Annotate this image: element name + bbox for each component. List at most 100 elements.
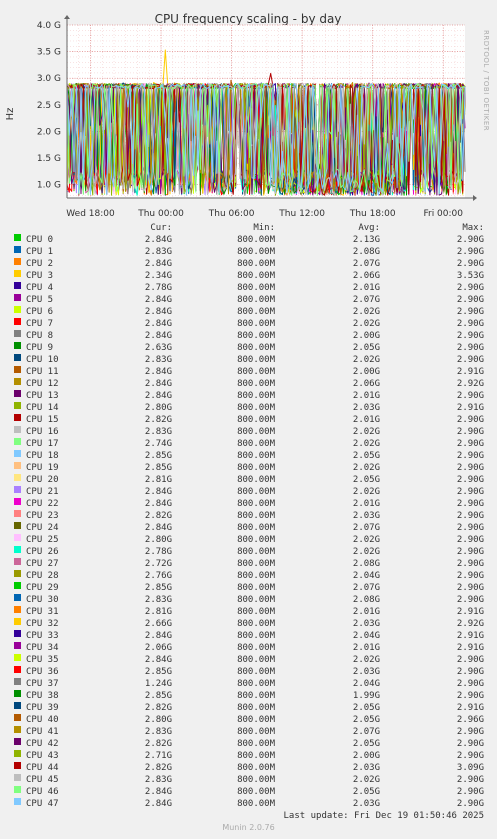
y-tick-label: 1.5 G [37,154,61,164]
legend-cur: 2.82G [144,739,172,749]
legend-max: 2.91G [456,703,484,713]
legend-min: 800.00M [237,487,275,497]
legend-series-name: CPU 16 [26,427,59,437]
legend-avg: 2.02G [352,463,380,473]
legend-avg: 2.01G [352,643,380,653]
legend-min: 800.00M [237,511,275,521]
legend-max: 2.90G [456,235,484,245]
legend-min: 800.00M [237,343,275,353]
legend-swatch [14,798,21,805]
legend-swatch [14,630,21,637]
legend-avg: 2.05G [352,703,380,713]
legend-row: CPU 13 2.84G 800.00M 2.01G 2.90G [0,390,497,402]
legend-max: 2.90G [456,487,484,497]
legend-cur: 2.84G [144,331,172,341]
legend-avg: 2.02G [352,775,380,785]
legend-row: CPU 8 2.84G 800.00M 2.00G 2.90G [0,330,497,342]
legend-avg: 2.06G [352,271,380,281]
legend-swatch [14,774,21,781]
legend-max: 2.91G [456,643,484,653]
legend-swatch [14,390,21,397]
legend-avg: 2.00G [352,367,380,377]
legend-swatch [14,354,21,361]
legend-swatch [14,318,21,325]
legend-series-name: CPU 32 [26,619,59,629]
legend-row: CPU 45 2.83G 800.00M 2.02G 2.90G [0,774,497,786]
legend-min: 800.00M [237,631,275,641]
legend-row: CPU 39 2.82G 800.00M 2.05G 2.91G [0,702,497,714]
legend-min: 800.00M [237,403,275,413]
legend-series-name: CPU 35 [26,655,59,665]
legend-avg: 2.02G [352,547,380,557]
legend-swatch [14,618,21,625]
legend-max: 2.92G [456,619,484,629]
legend-series-name: CPU 5 [26,295,54,305]
legend-max: 2.90G [456,739,484,749]
legend-series-name: CPU 27 [26,559,59,569]
legend-series-name: CPU 15 [26,415,59,425]
legend-swatch [14,534,21,541]
legend-row: CPU 44 2.82G 800.00M 2.03G 3.09G [0,762,497,774]
legend-max: 2.91G [456,631,484,641]
legend-cur: 2.80G [144,403,172,413]
legend-series-name: CPU 7 [26,319,54,329]
legend-min: 800.00M [237,475,275,485]
legend-series-name: CPU 47 [26,799,59,809]
legend-max: 2.90G [456,283,484,293]
legend-series-name: CPU 0 [26,235,54,245]
legend-swatch [14,642,21,649]
rrdtool-credit: RRDTOOL / TOBI OETIKER [482,30,490,131]
legend-cur: 2.84G [144,787,172,797]
legend-cur: 2.85G [144,691,172,701]
legend-swatch [14,510,21,517]
legend-max: 2.90G [456,247,484,257]
header-max: Max: [462,223,484,233]
legend-min: 800.00M [237,595,275,605]
legend-swatch [14,594,21,601]
legend-swatch [14,486,21,493]
legend-row: CPU 14 2.80G 800.00M 2.03G 2.91G [0,402,497,414]
legend-max: 2.90G [456,391,484,401]
legend-cur: 2.84G [144,295,172,305]
x-tick-label: Thu 18:00 [349,209,396,219]
legend-series-name: CPU 20 [26,475,59,485]
legend-cur: 2.78G [144,547,172,557]
legend-row: CPU 9 2.63G 800.00M 2.05G 2.90G [0,342,497,354]
legend-avg: 2.04G [352,679,380,689]
legend-row: CPU 2 2.84G 800.00M 2.07G 2.90G [0,258,497,270]
legend-series-name: CPU 10 [26,355,59,365]
legend-cur: 2.83G [144,355,172,365]
legend-series-name: CPU 33 [26,631,59,641]
x-axis-arrow [473,195,477,201]
legend-cur: 2.81G [144,475,172,485]
chart-title: CPU frequency scaling - by day [155,12,342,26]
legend-max: 2.90G [456,343,484,353]
y-tick-label: 3.0 G [37,74,61,84]
legend-max: 3.09G [456,763,484,773]
legend-min: 800.00M [237,571,275,581]
legend-max: 2.90G [456,775,484,785]
legend-series-name: CPU 4 [26,283,54,293]
legend-swatch [14,282,21,289]
legend-swatch [14,330,21,337]
legend-min: 800.00M [237,355,275,365]
legend-swatch [14,582,21,589]
legend-max: 2.90G [456,595,484,605]
legend-avg: 2.07G [352,727,380,737]
legend-series-name: CPU 12 [26,379,59,389]
legend-cur: 2.84G [144,487,172,497]
legend-row: CPU 7 2.84G 800.00M 2.02G 2.90G [0,318,497,330]
legend-row: CPU 41 2.83G 800.00M 2.07G 2.90G [0,726,497,738]
legend-avg: 2.06G [352,379,380,389]
legend-swatch [14,738,21,745]
legend-swatch [14,234,21,241]
legend-max: 2.90G [456,499,484,509]
legend-row: CPU 46 2.84G 800.00M 2.05G 2.90G [0,786,497,798]
legend-cur: 2.74G [144,439,172,449]
legend-avg: 2.02G [352,655,380,665]
legend-series-name: CPU 25 [26,535,59,545]
legend-swatch [14,546,21,553]
legend-row: CPU 38 2.85G 800.00M 1.99G 2.90G [0,690,497,702]
legend-cur: 2.84G [144,259,172,269]
legend-avg: 2.08G [352,595,380,605]
